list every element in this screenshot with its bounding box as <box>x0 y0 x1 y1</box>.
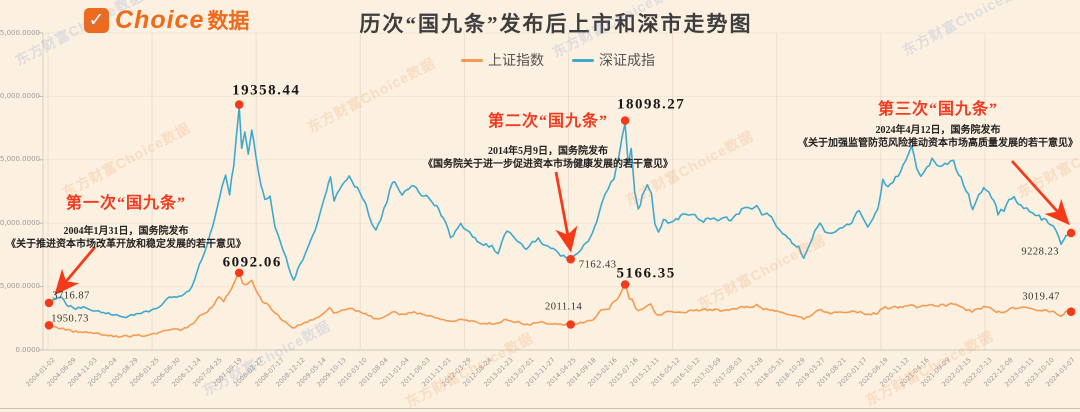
event-marker-dot <box>620 280 630 289</box>
event-marker-dot <box>566 254 575 264</box>
annotation-title: 第三次“国九条” <box>877 101 998 118</box>
annotation-second-guojiutiao: 第二次“国九条” 2014年5月9日，国务院发布 《国务院关于进一步促进资本市场… <box>412 107 684 171</box>
annotation-doc-line: 《关于加强监管防范风险推动资本市场高质量发展的若干意见》 <box>798 138 1078 149</box>
event-marker-dot <box>1066 307 1076 317</box>
event-marker-dot <box>566 320 575 329</box>
legend: 上证指数 深证成指 <box>0 50 1080 70</box>
legend-item-shenzhen-index[interactable]: 深证成指 <box>572 50 655 70</box>
point-value-label: 3019.47 <box>1022 291 1060 303</box>
y-tick-label: 10,000.0000 <box>0 218 40 227</box>
annotation-first-guojiutiao: 第一次“国九条” 2004年1月31日，国务院发布 《关于推进资本市场改革开放和… <box>0 189 252 251</box>
legend-label-shenzhen: 深证成指 <box>599 54 655 69</box>
point-value-label: 2011.14 <box>545 301 583 313</box>
event-marker-dot <box>620 116 630 125</box>
check-icon: ✓ <box>84 7 109 33</box>
page-title: 历次“国九条”发布后上市和深市走势图 <box>359 12 753 36</box>
y-tick-label: 25,000.0000 <box>0 28 40 37</box>
point-value-label: 1950.73 <box>51 313 89 325</box>
event-marker-dot <box>234 100 244 109</box>
y-tick-label: 5,000.0000 <box>0 282 40 291</box>
annotation-doc-line: 《关于推进资本市场改革开放和稳定发展的若干意见》 <box>6 239 246 250</box>
annotation-title: 第一次“国九条” <box>65 195 186 212</box>
y-tick-label: 20,000.0000 <box>0 91 40 100</box>
annotation-title: 第二次“国九条” <box>487 113 608 130</box>
point-value-label: 18098.27 <box>617 96 686 112</box>
annotation-date-line: 2024年4月12日，国务院发布 <box>875 125 1001 136</box>
annotation-date-line: 2014年5月9日，国务院发布 <box>488 146 608 157</box>
event-marker-dot <box>44 298 54 308</box>
point-value-label: 3716.87 <box>52 290 90 302</box>
point-value-label: 9228.23 <box>1021 246 1059 258</box>
annotation-arrow <box>54 246 97 296</box>
legend-line-swatch-orange <box>461 58 483 62</box>
logo-brand-text: Choice <box>115 5 205 34</box>
annotation-arrow <box>554 171 578 253</box>
event-marker-dot <box>234 268 244 278</box>
check-glyph: ✓ <box>88 9 105 31</box>
point-value-label: 6092.06 <box>222 254 282 271</box>
annotation-doc-line: 《国务院关于进一步促进资本市场健康发展的若干意见》 <box>423 159 673 170</box>
point-value-label: 5166.35 <box>616 265 676 282</box>
annotation-arrow <box>1010 160 1070 226</box>
event-marker-dot <box>1066 228 1076 238</box>
choice-logo: ✓ Choice 数据 <box>84 6 249 34</box>
point-value-label: 7162.43 <box>578 259 617 271</box>
legend-item-shanghai-index[interactable]: 上证指数 <box>461 50 544 70</box>
legend-label-shanghai: 上证指数 <box>488 54 544 69</box>
y-tick-label: 0.0000 <box>15 345 41 354</box>
annotation-date-line: 2004年1月31日，国务院发布 <box>63 226 189 237</box>
logo-suffix-text: 数据 <box>207 9 250 33</box>
y-tick-label: 15,000.0000 <box>0 155 40 164</box>
point-value-label: 19358.44 <box>232 82 301 99</box>
event-marker-dot <box>44 320 54 330</box>
legend-line-swatch-blue <box>572 58 594 62</box>
annotation-third-guojiutiao: 第三次“国九条” 2024年4月12日，国务院发布 《关于加强监管防范风险推动资… <box>795 95 1080 150</box>
